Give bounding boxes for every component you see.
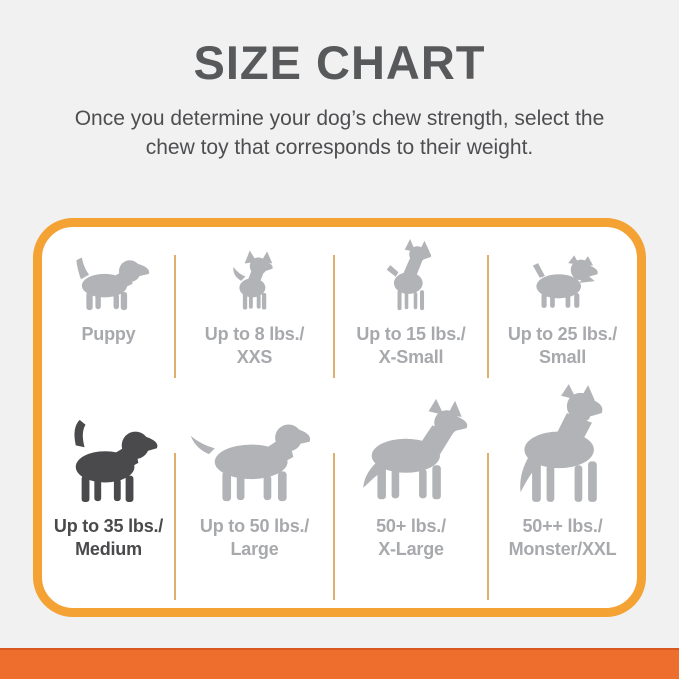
- bottom-accent-bar: [0, 648, 679, 679]
- size-cell-small: Up to 25 lbs./ Small: [488, 227, 637, 417]
- page-subtitle: Once you determine your dog’s chew stren…: [0, 105, 679, 163]
- size-label: Up to 35 lbs./ Medium: [53, 516, 164, 559]
- labrador-icon: [190, 424, 310, 502]
- column-divider: [333, 453, 335, 600]
- column-divider: [174, 453, 176, 600]
- size-label: Up to 15 lbs./ X-Small: [356, 324, 466, 367]
- column-divider: [333, 255, 335, 378]
- size-cell-xlarge: 50+ lbs./ X-Large: [334, 398, 488, 608]
- size-chart-box: Puppy: [33, 218, 646, 617]
- size-cell-large: Up to 50 lbs./ Large: [175, 417, 334, 608]
- subtitle-line1: Once you determine your dog’s chew stren…: [74, 106, 605, 130]
- page-title: SIZE CHART: [193, 36, 486, 89]
- size-label: 50++ lbs./ Monster/XXL: [508, 516, 617, 559]
- chihuahua-icon: [232, 250, 273, 310]
- icon-area: [54, 417, 164, 504]
- column-divider: [174, 255, 176, 378]
- size-cell-xxl: 50++ lbs./ Monster/XXL: [488, 384, 637, 608]
- size-cell-medium-selected: Up to 35 lbs./ Medium: [42, 417, 175, 608]
- size-chart-grid: Puppy: [42, 227, 637, 608]
- icon-area: [349, 398, 474, 504]
- beagle-icon: [73, 419, 157, 503]
- size-label: Up to 8 lbs./ XXS: [204, 324, 305, 367]
- icon-area: [229, 227, 281, 311]
- icon-area: [507, 384, 619, 504]
- icon-area: [383, 227, 439, 311]
- size-label: Up to 50 lbs./ Large: [199, 516, 310, 559]
- column-divider: [487, 453, 489, 600]
- icon-area: [63, 227, 155, 311]
- column-divider: [487, 255, 489, 378]
- puppy-icon: [75, 257, 149, 311]
- subtitle-line2: chew toy that corresponds to their weigh…: [145, 135, 534, 159]
- size-label: Puppy: [81, 324, 136, 344]
- size-cell-xsmall: Up to 15 lbs./ X-Small: [334, 227, 488, 417]
- header: SIZE CHART Once you determine your dog’s…: [0, 0, 679, 163]
- size-label: 50+ lbs./ X-Large: [376, 516, 446, 559]
- great-dane-icon: [519, 384, 602, 502]
- icon-area: [186, 417, 324, 504]
- icon-area: [526, 227, 600, 311]
- size-label: Up to 25 lbs./ Small: [507, 324, 618, 367]
- size-cell-puppy: Puppy: [42, 227, 175, 417]
- xlarge-dog-icon: [362, 398, 467, 500]
- size-cell-xxs: Up to 8 lbs./ XXS: [175, 227, 334, 417]
- terrier-icon: [532, 255, 598, 308]
- xsmall-dog-icon: [386, 239, 432, 311]
